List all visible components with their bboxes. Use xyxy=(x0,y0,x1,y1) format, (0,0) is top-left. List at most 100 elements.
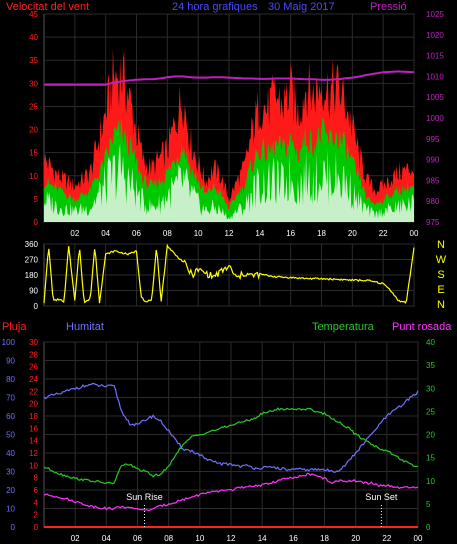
wind-tick-label: 30 xyxy=(29,79,38,88)
wind-pressure-panel: 0510152025303540459759809859909951000100… xyxy=(29,10,444,238)
wind-low-area xyxy=(44,144,414,222)
x-tick-label: 00 xyxy=(414,534,423,543)
x-tick-label: 20 xyxy=(351,534,360,543)
x-tick-label: 20 xyxy=(348,229,357,238)
wind-tick-label: 0 xyxy=(34,218,39,227)
x-tick-label: 08 xyxy=(163,229,172,238)
series-line-punt-rosada xyxy=(43,472,419,512)
temperature-tick-label: 20 xyxy=(426,431,435,440)
x-tick-label: 12 xyxy=(227,534,236,543)
rain-tick-label: 4 xyxy=(34,498,39,507)
rain-tick-label: 12 xyxy=(29,449,38,458)
wind-tick-label: 15 xyxy=(29,149,38,158)
humidity-temperature-panel: 0102030405060708090100024681012141618202… xyxy=(2,338,436,543)
temperature-tick-label: 15 xyxy=(426,454,435,463)
temperature-tick-label: 30 xyxy=(426,384,435,393)
rain-label: Pluja xyxy=(2,321,27,333)
temperature-tick-label: 0 xyxy=(426,523,431,532)
x-tick-label: 16 xyxy=(289,534,298,543)
pressure-tick-label: 1010 xyxy=(426,72,444,81)
x-tick-label: 14 xyxy=(258,534,267,543)
temperature-label: Temperatura xyxy=(312,321,375,333)
x-tick-label: 06 xyxy=(132,229,141,238)
wind-tick-label: 40 xyxy=(29,33,38,42)
rain-tick-label: 10 xyxy=(29,461,38,470)
x-tick-label: 10 xyxy=(194,229,203,238)
humidity-tick-label: 60 xyxy=(6,412,15,421)
sun-marker-label: Sun Set xyxy=(365,492,398,502)
wind-tick-label: 5 xyxy=(34,195,39,204)
rain-tick-label: 28 xyxy=(29,350,38,359)
pressure-tick-label: 995 xyxy=(426,135,440,144)
x-tick-label: 04 xyxy=(102,534,111,543)
direction-tick-label: 360 xyxy=(25,240,39,249)
humidity-tick-label: 20 xyxy=(6,486,15,495)
pressure-tick-label: 980 xyxy=(426,197,440,206)
pressure-line xyxy=(44,70,414,86)
pressure-axis-label: Pressió xyxy=(370,1,407,13)
temperature-tick-label: 25 xyxy=(426,407,435,416)
x-tick-label: 02 xyxy=(70,229,79,238)
rain-tick-label: 16 xyxy=(29,424,38,433)
direction-tick-label: 270 xyxy=(25,256,39,265)
sun-marker-label: Sun Rise xyxy=(126,492,163,502)
direction-tick-label: 180 xyxy=(25,271,39,280)
compass-label: N xyxy=(437,299,445,311)
humidity-tick-label: 80 xyxy=(6,375,15,384)
pressure-tick-label: 990 xyxy=(426,156,440,165)
wind-tick-label: 20 xyxy=(29,126,38,135)
rain-tick-label: 2 xyxy=(34,511,39,520)
x-tick-label: 16 xyxy=(286,229,295,238)
rain-tick-label: 18 xyxy=(29,412,38,421)
compass-label: S xyxy=(437,269,444,281)
rain-tick-label: 20 xyxy=(29,400,38,409)
compass-label: N xyxy=(437,239,445,251)
rain-tick-label: 26 xyxy=(29,363,38,372)
pressure-tick-label: 985 xyxy=(426,176,440,185)
humidity-tick-label: 90 xyxy=(6,357,15,366)
x-tick-label: 22 xyxy=(382,534,391,543)
chart-title: 24 hora grafiques xyxy=(172,1,258,13)
temperature-tick-label: 35 xyxy=(426,361,435,370)
humidity-tick-label: 10 xyxy=(6,505,15,514)
pressure-tick-label: 1015 xyxy=(426,52,444,61)
humidity-tick-label: 50 xyxy=(6,431,15,440)
pressure-tick-label: 1025 xyxy=(426,10,444,19)
wind-tick-label: 10 xyxy=(29,172,38,181)
humidity-tick-label: 70 xyxy=(6,394,15,403)
wind-tick-label: 45 xyxy=(29,10,38,19)
pressure-tick-label: 1020 xyxy=(426,31,444,40)
x-tick-label: 22 xyxy=(379,229,388,238)
x-tick-label: 04 xyxy=(101,229,110,238)
humidity-tick-label: 100 xyxy=(2,338,16,347)
rain-tick-label: 0 xyxy=(34,523,39,532)
compass-label: E xyxy=(437,284,444,296)
x-tick-label: 12 xyxy=(225,229,234,238)
x-tick-label: 06 xyxy=(133,534,142,543)
humidity-tick-label: 30 xyxy=(6,468,15,477)
temperature-tick-label: 40 xyxy=(426,338,435,347)
chart-date: 30 Maig 2017 xyxy=(268,1,335,13)
pressure-tick-label: 1000 xyxy=(426,114,444,123)
x-tick-label: 18 xyxy=(317,229,326,238)
x-tick-label: 10 xyxy=(195,534,204,543)
compass-label: W xyxy=(436,254,447,266)
rain-tick-label: 24 xyxy=(29,375,38,384)
x-tick-label: 02 xyxy=(71,534,80,543)
series-line-humitat xyxy=(43,382,419,473)
rain-tick-label: 14 xyxy=(29,437,38,446)
x-tick-label: 08 xyxy=(164,534,173,543)
series-line-temperatura xyxy=(43,407,419,485)
x-tick-label: 18 xyxy=(320,534,329,543)
humidity-tick-label: 40 xyxy=(6,449,15,458)
temperature-tick-label: 5 xyxy=(426,500,431,509)
x-tick-label: 14 xyxy=(255,229,264,238)
rain-tick-label: 8 xyxy=(34,474,39,483)
direction-tick-label: 90 xyxy=(29,287,38,296)
wind-tick-label: 25 xyxy=(29,102,38,111)
humidity-label: Humitat xyxy=(66,321,104,333)
rain-tick-label: 22 xyxy=(29,387,38,396)
wind-axis-label: Velocitat del vent xyxy=(6,1,89,13)
temperature-tick-label: 10 xyxy=(426,477,435,486)
